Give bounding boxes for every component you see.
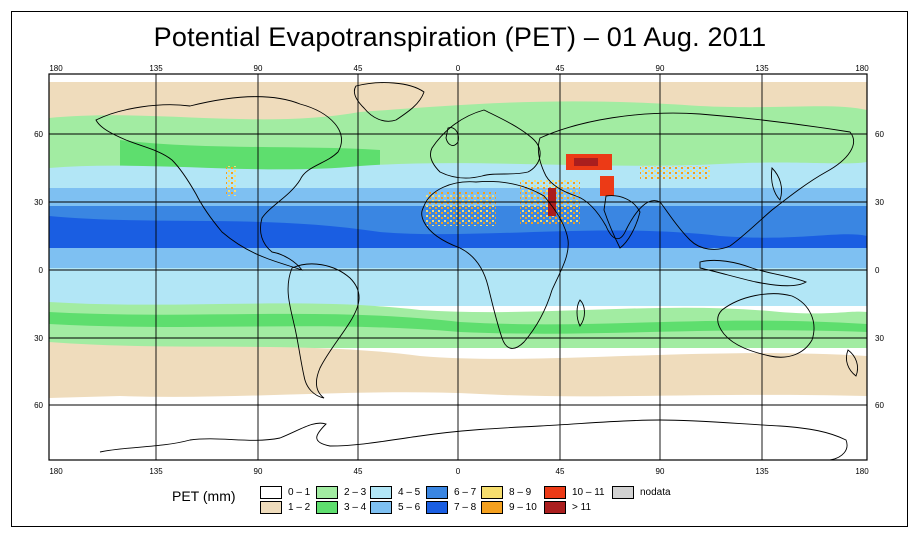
lon-label-bottom: 45 xyxy=(354,467,363,476)
band-tropic-darkblue xyxy=(49,216,867,250)
lat-label-right: 60 xyxy=(875,130,884,139)
hotspot-north-america xyxy=(226,166,236,196)
legend-label: 9 – 10 xyxy=(509,501,537,513)
legend-label: 6 – 7 xyxy=(454,486,477,498)
legend-label: 1 – 2 xyxy=(288,501,311,513)
lat-label-left: 30 xyxy=(34,198,43,207)
legend-swatch xyxy=(426,485,448,499)
lon-label-top: 135 xyxy=(149,64,163,73)
lon-label-top: 45 xyxy=(354,64,363,73)
legend-swatch xyxy=(316,485,338,499)
lon-label-bottom: 180 xyxy=(49,467,63,476)
coast-australia xyxy=(717,293,815,358)
lon-label-bottom: 180 xyxy=(855,467,869,476)
legend-label: 7 – 8 xyxy=(454,501,477,513)
lat-label-left: 60 xyxy=(34,401,43,410)
legend-label: 4 – 5 xyxy=(398,486,421,498)
lon-label-bottom: 135 xyxy=(149,467,163,476)
legend-swatch xyxy=(260,500,282,514)
lat-label-right: 0 xyxy=(875,266,880,275)
coast-antarctica xyxy=(99,419,848,460)
coast-new-zealand xyxy=(845,349,859,377)
legend-label: 8 – 9 xyxy=(509,486,532,498)
lat-label-right: 30 xyxy=(875,198,884,207)
legend-swatch xyxy=(426,500,448,514)
legend-label: nodata xyxy=(640,486,671,498)
lat-labels-right: 60 30 0 30 60 xyxy=(875,130,884,410)
coast-asia xyxy=(537,112,855,250)
legend-item: 4 – 5 xyxy=(370,485,420,499)
coast-south-america xyxy=(287,263,360,399)
lat-labels-left: 60 30 0 30 60 xyxy=(34,130,43,410)
coast-indonesia xyxy=(699,259,808,287)
legend-item: 5 – 6 xyxy=(370,500,420,514)
hotspot-mongolia xyxy=(640,166,710,180)
legend-item: 9 – 10 xyxy=(481,500,537,514)
legend-item: 6 – 7 xyxy=(426,485,476,499)
legend-swatch xyxy=(316,500,338,514)
lon-labels-top: 180 135 90 45 0 45 90 135 180 xyxy=(49,64,869,73)
coast-north-america xyxy=(95,96,342,271)
legend-swatch xyxy=(260,485,282,499)
legend-item: 10 – 11 xyxy=(544,485,605,499)
lat-label-right: 60 xyxy=(875,401,884,410)
figure-frame xyxy=(11,11,908,527)
legend-item: nodata xyxy=(612,485,671,499)
lon-label-bottom: 45 xyxy=(556,467,565,476)
lon-label-top: 90 xyxy=(254,64,263,73)
lon-label-top: 90 xyxy=(656,64,665,73)
lon-label-bottom: 90 xyxy=(254,467,263,476)
map-title: Potential Evapotranspiration (PET) – 01 … xyxy=(153,22,767,52)
hotspot-central-asia-core xyxy=(574,158,598,166)
legend-swatch xyxy=(612,485,634,499)
legend-label: 2 – 3 xyxy=(344,486,367,498)
legend-swatch xyxy=(481,500,503,514)
legend-item: > 11 xyxy=(544,500,591,514)
coast-japan xyxy=(771,167,783,201)
legend-item: 1 – 2 xyxy=(260,500,310,514)
coast-madagascar xyxy=(576,299,585,327)
coast-africa xyxy=(421,181,569,349)
hotspot-sahara xyxy=(426,192,496,226)
lon-label-top: 180 xyxy=(855,64,869,73)
lon-label-bottom: 0 xyxy=(456,467,461,476)
legend-swatch xyxy=(370,500,392,514)
map-border xyxy=(48,73,868,461)
lat-label-left: 30 xyxy=(34,334,43,343)
lat-label-left: 60 xyxy=(34,130,43,139)
lon-label-top: 135 xyxy=(755,64,769,73)
coastlines xyxy=(95,82,859,460)
band-north-green-dark xyxy=(120,140,380,170)
legend-swatch xyxy=(370,485,392,499)
lon-label-bottom: 135 xyxy=(755,467,769,476)
lat-label-right: 30 xyxy=(875,334,884,343)
legend-item: 3 – 4 xyxy=(316,500,366,514)
graticule xyxy=(49,74,867,460)
coast-greenland xyxy=(353,82,425,122)
legend-item: 2 – 3 xyxy=(316,485,366,499)
legend-swatch xyxy=(544,500,566,514)
legend-item: 0 – 1 xyxy=(260,485,310,499)
legend-item: 8 – 9 xyxy=(481,485,531,499)
lon-label-top: 180 xyxy=(49,64,63,73)
lon-label-top: 45 xyxy=(556,64,565,73)
legend-swatch xyxy=(544,485,566,499)
coast-india xyxy=(603,195,641,249)
legend-label: 0 – 1 xyxy=(288,486,311,498)
lat-label-left: 0 xyxy=(39,266,44,275)
legend-title: PET (mm) xyxy=(172,488,236,504)
lon-label-top: 0 xyxy=(456,64,461,73)
legend-label: 5 – 6 xyxy=(398,501,421,513)
legend-label: 3 – 4 xyxy=(344,501,367,513)
legend-swatch xyxy=(481,485,503,499)
hotspot-iran xyxy=(600,176,614,196)
lon-labels-bottom: 180 135 90 45 0 45 90 135 180 xyxy=(49,467,869,476)
legend-label: > 11 xyxy=(572,501,591,513)
legend-label: 10 – 11 xyxy=(572,486,605,498)
legend-item: 7 – 8 xyxy=(426,500,476,514)
lon-label-bottom: 90 xyxy=(656,467,665,476)
coast-europe xyxy=(429,109,541,179)
